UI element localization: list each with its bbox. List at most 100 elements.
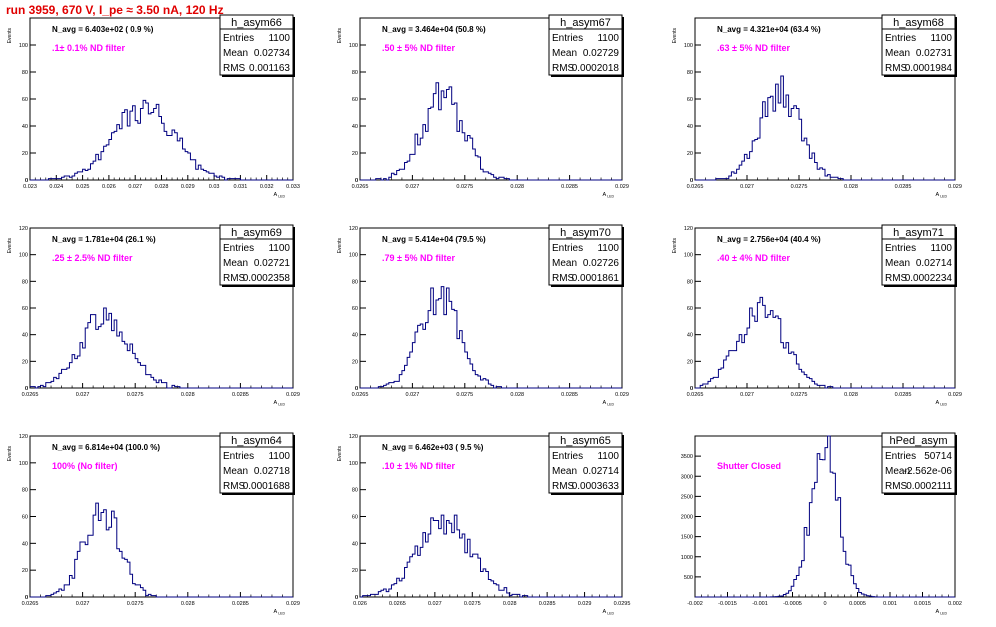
x-tick-label: 0.026 [353, 601, 367, 607]
x-tick-label: 0.032 [260, 184, 274, 190]
stats-key: Mean [885, 466, 910, 477]
y-tick-label: 100 [349, 253, 358, 259]
x-tick-label: 0.029 [948, 184, 962, 190]
x-tick-label: 0.0275 [456, 184, 473, 190]
stats-value: 0.0001688 [243, 481, 291, 492]
histogram-title: h_asym69 [231, 227, 282, 239]
filter-note: .1± 0.1% ND filter [52, 43, 125, 53]
x-tick-label: 0.025 [76, 184, 90, 190]
x-tick-label: 0.0015 [914, 601, 931, 607]
stats-box [219, 224, 294, 286]
y-tick-label: 0 [690, 178, 693, 184]
stats-value: -2.562e-06 [904, 466, 953, 477]
stats-shadow-bottom [551, 493, 623, 495]
x-tick-label: 0.027 [76, 392, 90, 398]
stats-key: RMS [223, 481, 246, 492]
y-tick-label: 0 [355, 595, 358, 601]
stats-value: 0.02718 [254, 466, 291, 477]
histogram-title: h_asym65 [560, 435, 611, 447]
stats-value: 0.001163 [249, 63, 290, 74]
stats-key: Mean [552, 466, 577, 477]
stats-shadow-bottom [222, 75, 294, 77]
filter-note: .50 ± 5% ND filter [382, 43, 455, 53]
stats-shadow-right [293, 435, 295, 495]
stats-value: 0.0002234 [905, 273, 953, 284]
x-axis-subscript: LED [277, 195, 285, 199]
x-axis-subscript: LED [277, 612, 285, 616]
y-tick-label: 3000 [681, 474, 693, 480]
stats-key: Entries [223, 33, 254, 44]
x-tick-label: 0.029 [578, 601, 592, 607]
x-axis-title: A LED [603, 400, 615, 407]
stats-value: 1100 [597, 243, 619, 254]
y-tick-label: 0 [355, 386, 358, 392]
histogram-panel-h_asym66: 0.023 0.024 0.025 0.026 0.027 0.028 0.029 0.03 0… [7, 14, 300, 199]
x-tick-label: 0.0285 [539, 601, 556, 607]
y-tick-label: 60 [352, 515, 358, 521]
y-tick-label: 80 [352, 488, 358, 494]
run-title: run 3959, 670 V, I_pe ≈ 3.50 nA, 120 Hz [6, 3, 224, 17]
y-tick-label: 0 [25, 595, 28, 601]
y-tick-label: 40 [22, 333, 28, 339]
y-tick-label: 40 [22, 541, 28, 547]
y-tick-label: 40 [687, 124, 693, 130]
y-tick-label: 40 [352, 333, 358, 339]
y-tick-label: 0 [25, 595, 28, 601]
stats-value: 0.0002111 [906, 481, 952, 492]
x-tick-label: 0.0275 [791, 184, 808, 190]
y-tick-label: 0 [25, 386, 28, 392]
y-axis-title: Events [7, 446, 13, 462]
stats-value: 0.02726 [583, 258, 620, 269]
x-tick-label: 0.027 [128, 184, 142, 190]
stats-value: 1100 [268, 451, 290, 462]
stats-key: Mean [885, 48, 910, 59]
x-tick-label: 0.024 [49, 184, 63, 190]
stats-shadow-right [293, 227, 295, 287]
histogram-line [360, 82, 622, 181]
y-tick-label: 80 [22, 488, 28, 494]
x-tick-label: 0.028 [510, 184, 524, 190]
x-tick-label: 0.029 [615, 184, 629, 190]
x-tick-label: 0.001 [883, 601, 897, 607]
y-tick-label: 80 [352, 70, 358, 76]
stats-value: 0.0002018 [572, 63, 620, 74]
x-tick-label: 0.0285 [895, 184, 912, 190]
y-tick-label: 100 [19, 461, 28, 467]
histogram-panel-h_asym67: 0.0265 0.027 0.0275 0.028 0.0285 0.029 0 20 40 60… [337, 14, 629, 199]
stats-key: Entries [223, 243, 254, 254]
x-tick-label: 0.029 [615, 392, 629, 398]
x-tick-label: 0.0275 [791, 392, 808, 398]
n-avg-label: N_avg = 4.321e+04 (63.4 %) [717, 25, 821, 34]
x-tick-label: 0.0265 [352, 392, 369, 398]
y-tick-label: 3500 [681, 454, 693, 460]
y-tick-label: 20 [687, 359, 693, 365]
y-tick-label: 1500 [681, 535, 693, 541]
stats-value: 0.0001984 [905, 63, 953, 74]
histogram-title: h_asym70 [560, 227, 611, 239]
stats-value: 0.02714 [583, 466, 620, 477]
stats-value: 0.0003633 [572, 481, 620, 492]
stats-value: 1100 [268, 243, 290, 254]
x-axis-subscript: LED [939, 403, 947, 407]
filter-note: .10 ± 1% ND filter [382, 461, 455, 471]
histogram-panel-h_asym65: 0.026 0.0265 0.027 0.0275 0.028 0.0285 0.029 0.… [337, 432, 630, 616]
x-axis-subscript: LED [277, 403, 285, 407]
n-avg-label: N_avg = 1.781e+04 (26.1 %) [52, 235, 156, 244]
stats-key: Entries [223, 451, 254, 462]
y-tick-label: 60 [687, 97, 693, 103]
histogram-panel-h_asym71: 0.0265 0.027 0.0275 0.028 0.0285 0.029 0 20 40 60… [672, 224, 962, 407]
histogram-panel-h_asym69: 0.0265 0.027 0.0275 0.028 0.0285 0.029 0 20 40 60… [7, 224, 300, 407]
x-tick-label: 0.0265 [687, 184, 704, 190]
stats-key: Mean [223, 48, 248, 59]
stats-key: RMS [552, 63, 575, 74]
stats-box [881, 224, 956, 286]
stats-key: RMS [885, 273, 908, 284]
y-tick-label: 500 [684, 575, 693, 581]
y-tick-label: 20 [22, 359, 28, 365]
y-tick-label: 120 [19, 226, 28, 232]
stats-value: 0.02721 [254, 258, 291, 269]
x-tick-label: 0.028 [181, 392, 195, 398]
x-tick-label: -0.002 [687, 601, 703, 607]
stats-key: Mean [552, 48, 577, 59]
y-tick-label: 20 [352, 568, 358, 574]
